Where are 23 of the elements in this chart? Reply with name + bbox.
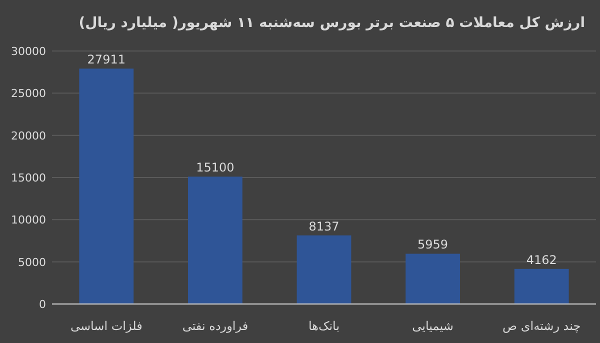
bar	[79, 68, 134, 304]
x-tick-label: چند رشته‌ای ص	[502, 319, 581, 333]
data-label: 27911	[87, 52, 126, 67]
data-label: 8137	[308, 219, 340, 234]
x-tick-label: فراورده نفتی	[182, 319, 248, 333]
x-tick-label: شیمیایی	[412, 319, 454, 333]
bar	[406, 254, 460, 304]
data-label: 4162	[526, 252, 557, 267]
y-tick-label: 25000	[11, 87, 46, 100]
data-label: 15100	[196, 160, 234, 175]
x-tick-label: بانک‌ها	[308, 319, 340, 333]
y-tick-label: 15000	[11, 172, 46, 184]
y-tick-label: 30000	[11, 45, 46, 58]
y-tick-label: 5000	[18, 256, 46, 269]
chart-title: ارزش کل معاملات ۵ صنعت برتر بورس سه‌شنبه ۱۱ شهریور( میلیارد ریال)	[78, 15, 585, 31]
y-tick-label: 0	[39, 298, 46, 311]
bar	[296, 235, 352, 304]
x-tick-label: فلزات اساسی	[70, 319, 142, 333]
bar	[188, 176, 242, 304]
data-label: 5959	[418, 238, 448, 252]
bar	[514, 268, 569, 304]
y-tick-label: 10000	[11, 214, 46, 227]
y-tick-label: 20000	[11, 129, 46, 142]
